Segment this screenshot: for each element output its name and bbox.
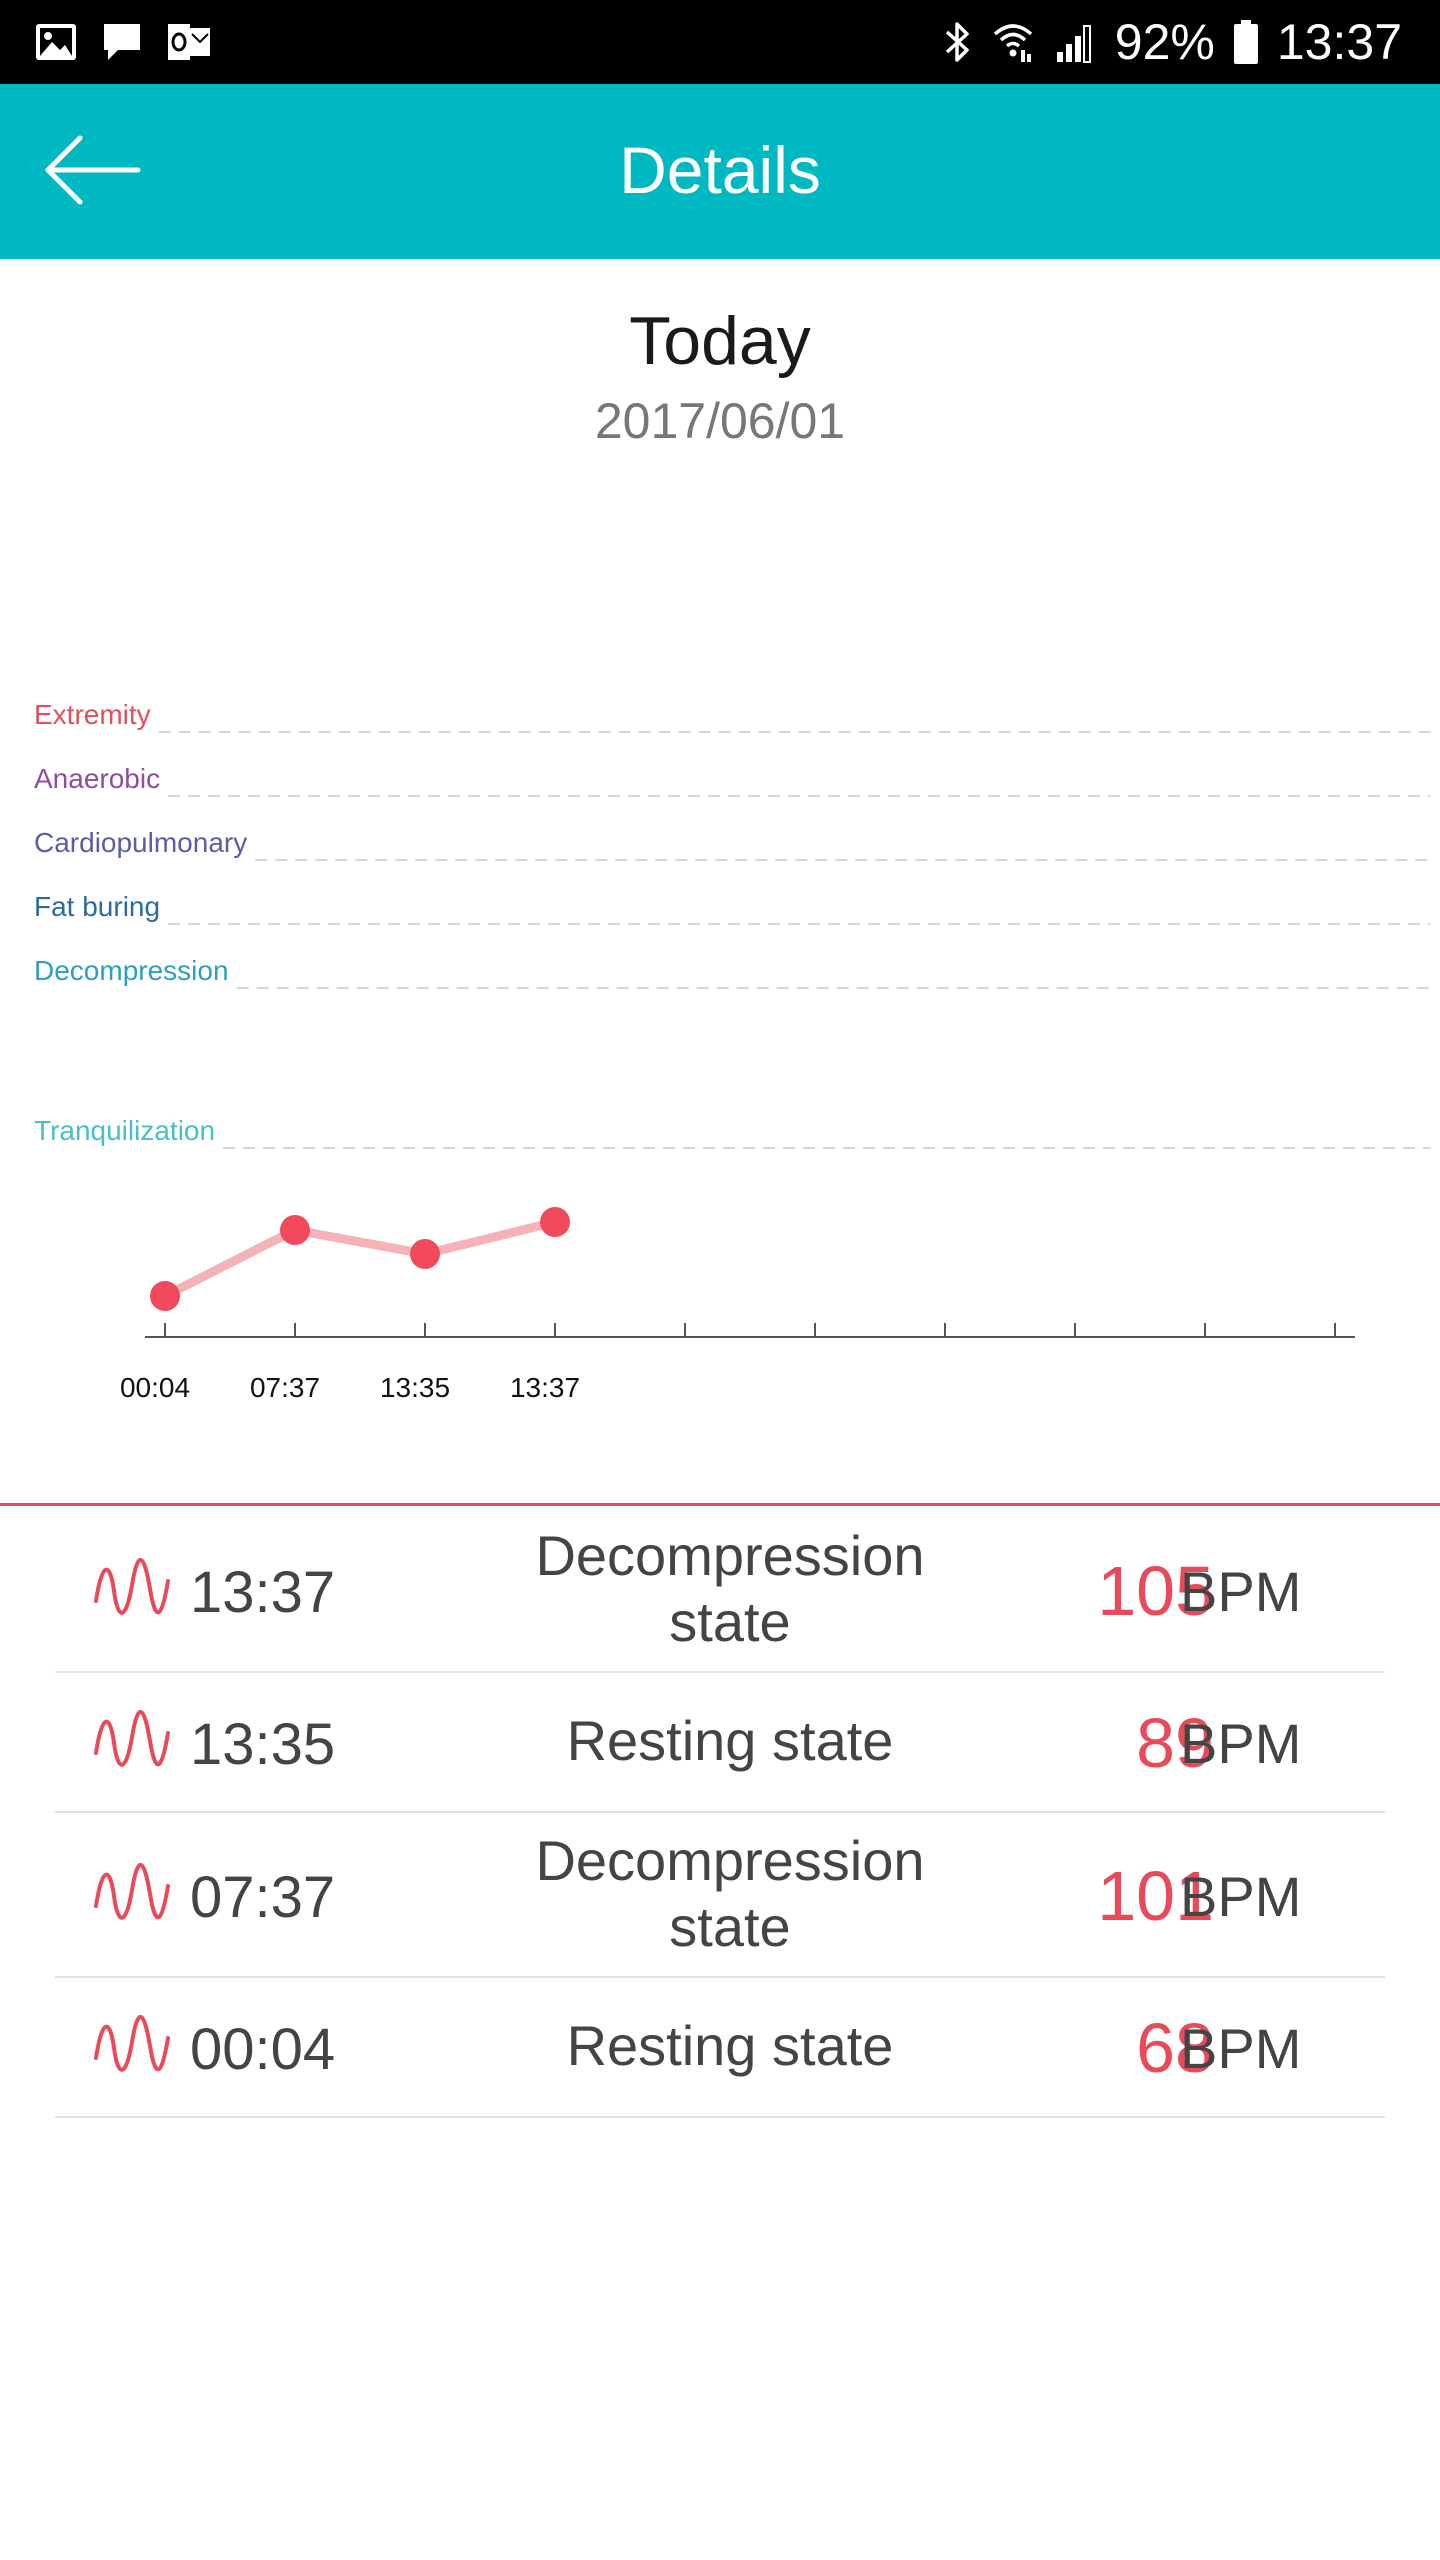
record-time: 00:04 [190, 2017, 336, 2082]
status-time: 13:37 [1276, 14, 1402, 70]
heart-rate-point [150, 1281, 180, 1311]
x-tick-label: 07:37 [250, 1372, 320, 1403]
image-icon [36, 24, 76, 60]
heartbeat-wave-icon [94, 1557, 170, 1615]
heartbeat-wave-icon [94, 2015, 170, 2072]
arrow-left-icon [45, 135, 141, 205]
status-icons-right: 92% 13:37 [943, 10, 1402, 74]
day-title: Today [629, 303, 811, 379]
wifi-icon [993, 24, 1032, 62]
heart-rate-point [540, 1207, 570, 1237]
heartbeat-wave-icon [94, 1862, 170, 1920]
heartbeat-wave-icon [94, 1710, 170, 1767]
record-bpm-unit: BPM [1180, 1712, 1302, 1775]
row-divider [55, 2116, 1385, 2118]
record-state-line1: Decompression [535, 1828, 925, 1892]
record-state: Decompression state [480, 1828, 980, 1960]
zone-label: Cardiopulmonary [34, 827, 247, 858]
heart-rate-records-list: 13:37 Decompression state 105 BPM 13:35 Restin… [0, 1506, 1440, 2118]
zone-label: Fat buring [34, 891, 160, 922]
row-divider [55, 1811, 1385, 1813]
signal-icon [1056, 25, 1091, 63]
status-bar: 92% 13:37 [0, 0, 1440, 84]
record-state: Resting state [480, 2013, 980, 2079]
outlook-icon [168, 24, 210, 60]
zone-label: Anaerobic [34, 763, 160, 794]
record-state-line1: Resting state [566, 2014, 894, 2077]
record-bpm-value: 68 [1136, 2009, 1214, 2087]
message-icon [104, 24, 140, 60]
battery-icon [1233, 20, 1258, 64]
record-bpm-value: 101 [1097, 1856, 1214, 1935]
app-bar: Details [0, 84, 1440, 259]
zone-label: Decompression [34, 955, 229, 986]
row-divider [55, 1671, 1385, 1673]
x-tick-label: 13:35 [380, 1372, 450, 1403]
record-state-line2: state [669, 1589, 791, 1653]
heart-rate-point [280, 1215, 310, 1245]
record-state: Resting state [480, 1708, 980, 1774]
bluetooth-icon [945, 22, 969, 62]
record-time: 13:35 [190, 1712, 336, 1777]
page-title: Details [619, 133, 821, 207]
record-bpm-unit: BPM [1180, 1864, 1302, 1928]
battery-percent: 92% [1114, 14, 1215, 70]
record-state-line1: Resting state [566, 1709, 894, 1772]
record-row[interactable]: 07:37 Decompression state 101 BPM [0, 1811, 1440, 1978]
heart-rate-zone-chart: Extremity Anaerobic Cardiopulmonary Fat bur… [34, 699, 1430, 1403]
back-button[interactable] [40, 126, 150, 216]
status-icons-left [34, 18, 212, 66]
zone-label: Extremity [34, 699, 151, 730]
zone-label: Tranquilization [34, 1115, 215, 1146]
heart-rate-point [410, 1239, 440, 1269]
record-bpm-unit: BPM [1180, 2017, 1302, 2080]
divider [0, 1503, 1440, 1506]
x-tick-label: 00:04 [120, 1372, 190, 1403]
record-row[interactable]: 00:04 Resting state 68 BPM [0, 1976, 1440, 2118]
record-bpm-unit: BPM [1180, 1559, 1302, 1623]
heart-rate-line [162, 1217, 557, 1301]
record-state-line1: Decompression [535, 1523, 925, 1587]
record-bpm-value: 105 [1097, 1551, 1214, 1630]
x-tick-label: 13:37 [510, 1372, 580, 1403]
record-row[interactable]: 13:37 Decompression state 105 BPM [0, 1506, 1440, 1673]
record-time: 07:37 [190, 1864, 336, 1930]
record-row[interactable]: 13:35 Resting state 89 BPM [0, 1671, 1440, 1813]
date-label: 2017/06/01 [594, 393, 846, 449]
row-divider [55, 1976, 1385, 1978]
record-time: 13:37 [190, 1559, 336, 1625]
record-state-line2: state [669, 1894, 791, 1958]
record-bpm-value: 89 [1136, 1704, 1214, 1782]
record-state: Decompression state [480, 1523, 980, 1655]
